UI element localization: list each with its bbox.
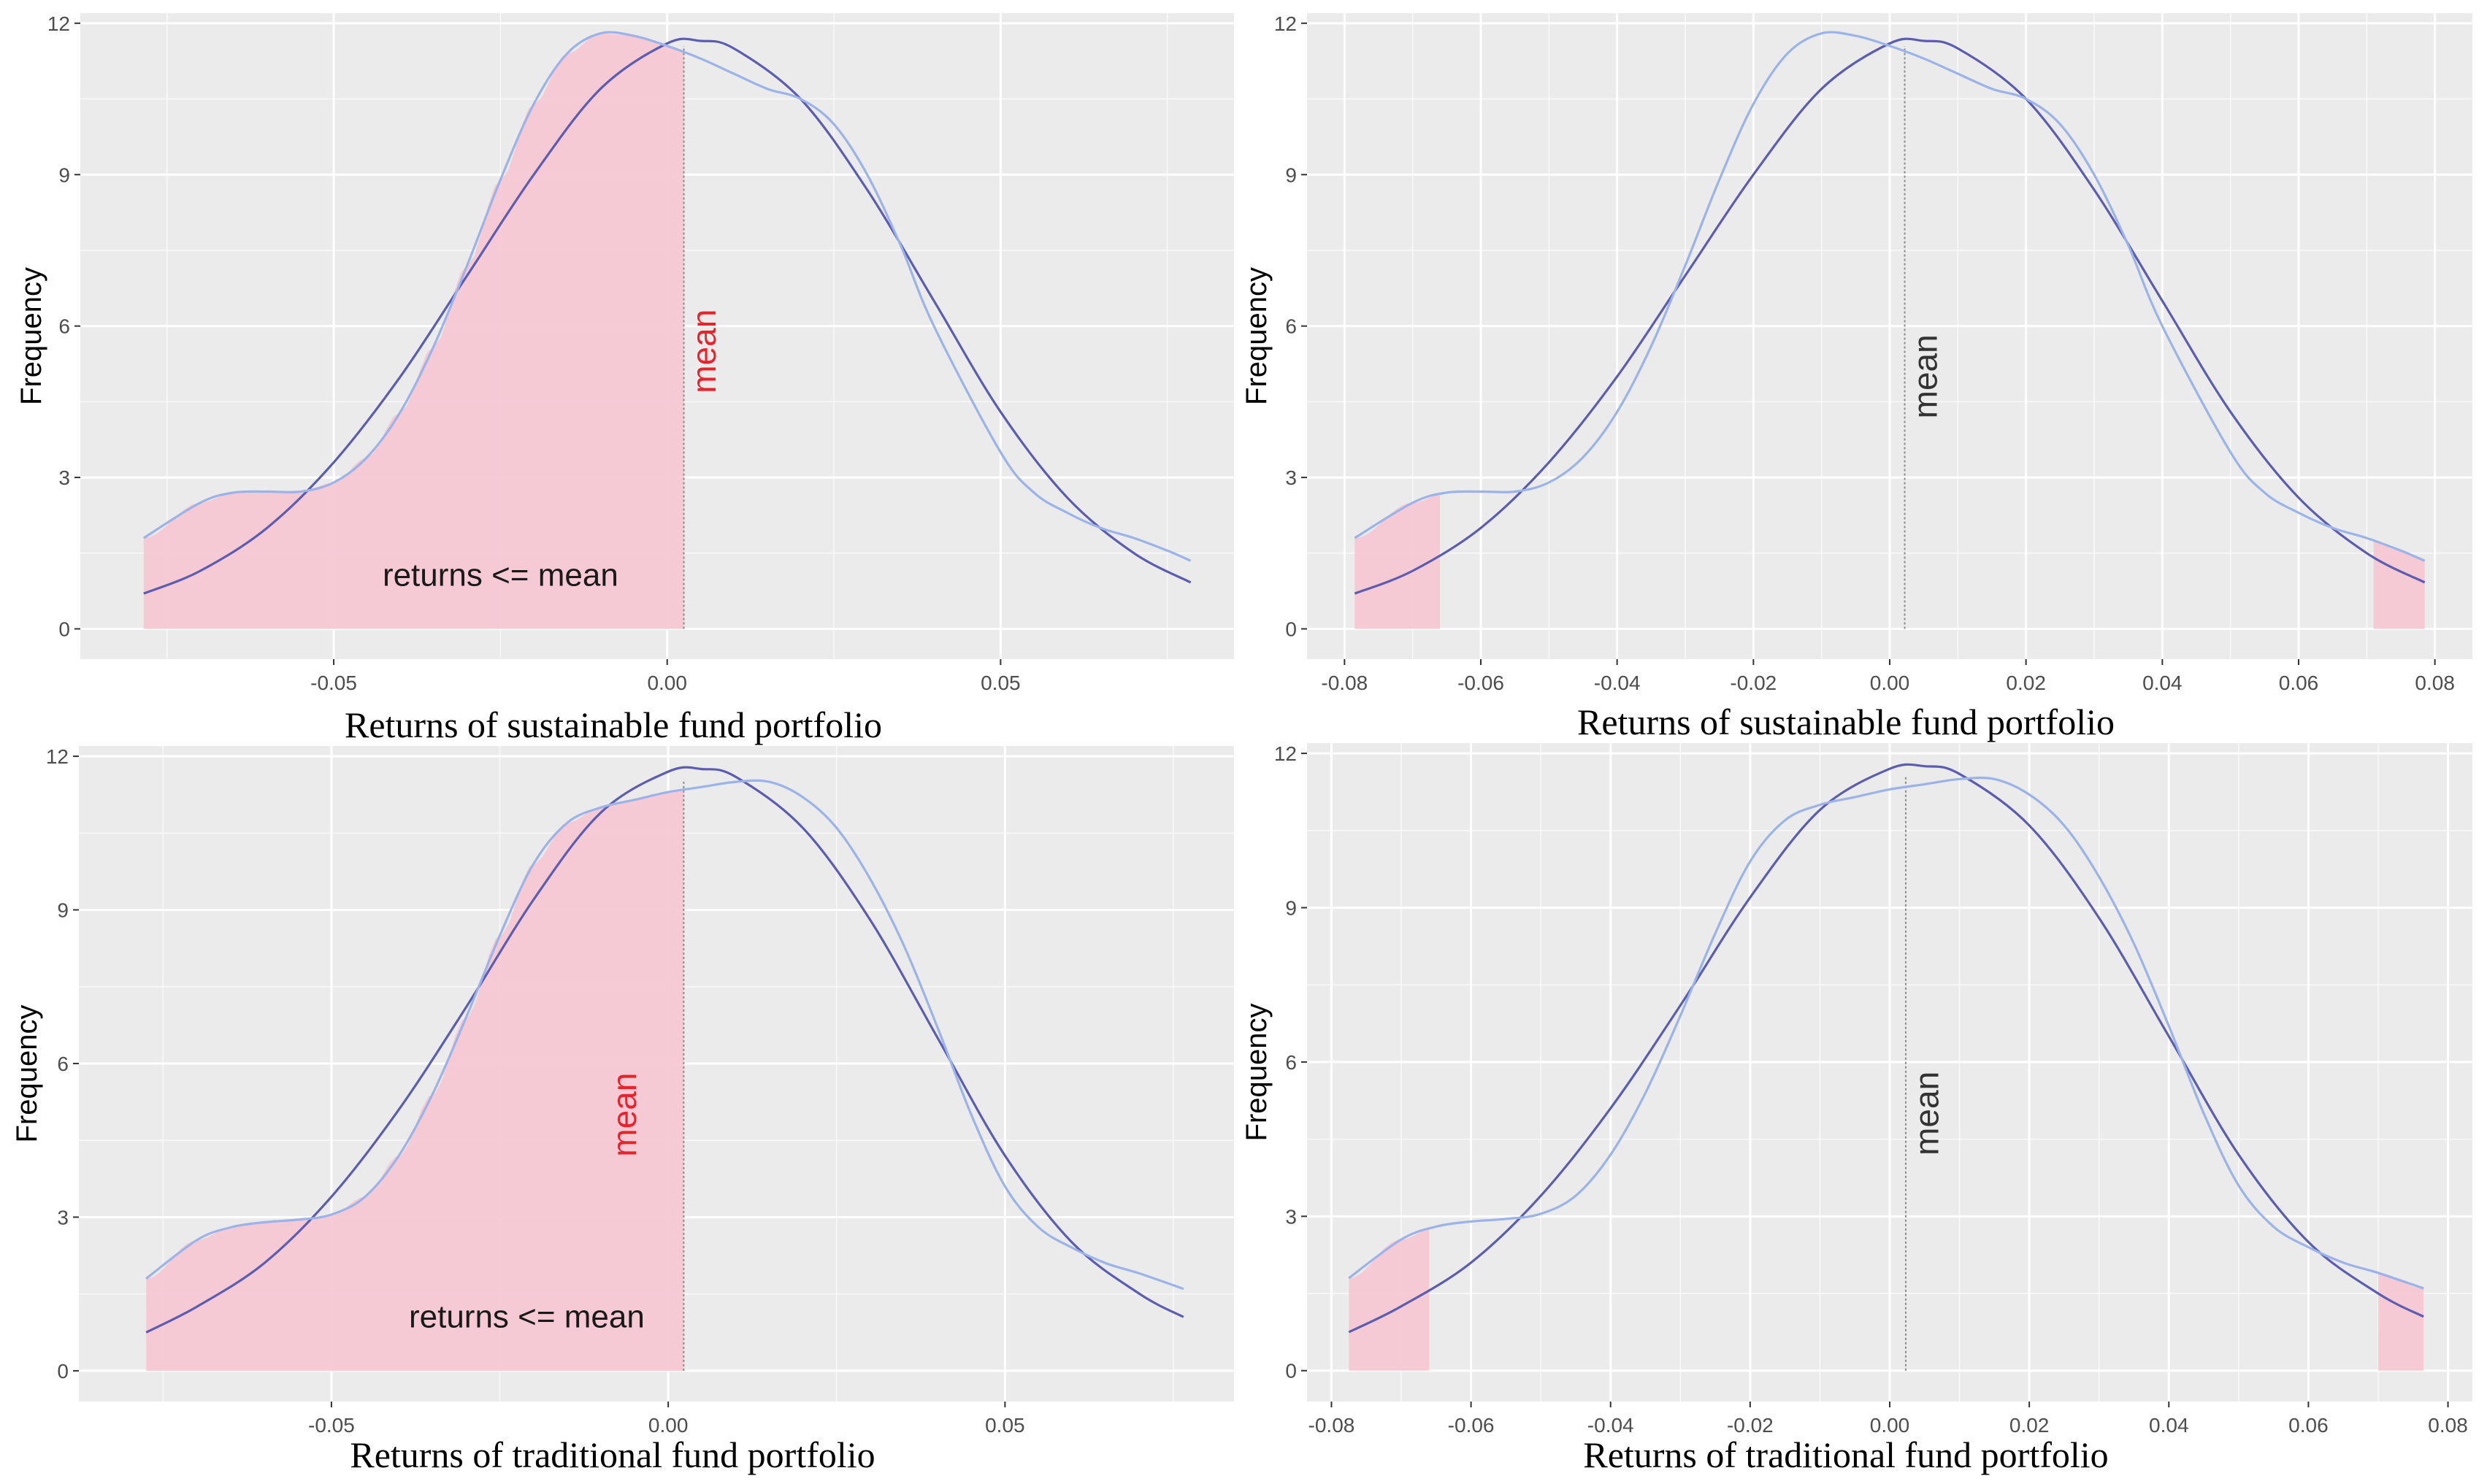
x-tick-label: -0.05 <box>310 672 357 694</box>
x-tick-label: 0.08 <box>2415 672 2455 694</box>
shaded-region <box>146 790 684 1371</box>
y-tick-label: 6 <box>1285 1051 1297 1074</box>
y-tick-label: 12 <box>1274 12 1297 35</box>
shaded-region <box>143 33 684 629</box>
mean-annotation: mean <box>685 310 723 393</box>
y-axis-label: Frequency <box>11 1005 43 1143</box>
y-tick-label: 12 <box>46 745 69 768</box>
x-axis-label: Returns of sustainable fund portfolio <box>345 704 882 745</box>
x-tick-label: -0.05 <box>308 1414 355 1437</box>
y-tick-label: 12 <box>47 12 70 35</box>
mean-annotation: mean <box>1908 1072 1946 1156</box>
x-tick-label: 0.05 <box>981 672 1021 694</box>
x-tick-label: 0.00 <box>648 1414 689 1437</box>
density-curve <box>145 779 1184 1291</box>
x-axis-label: Returns of sustainable fund portfolio <box>1577 701 2115 742</box>
density-curve <box>1354 31 2426 562</box>
y-tick-label: 6 <box>58 315 70 338</box>
x-tick-label: 0.00 <box>647 672 687 694</box>
x-tick-label: 0.04 <box>2142 672 2183 694</box>
x-tick-label: -0.04 <box>1594 672 1641 694</box>
x-tick-label: -0.02 <box>1730 672 1777 694</box>
density-curve <box>1348 776 2424 1290</box>
y-tick-label: 9 <box>1285 897 1297 920</box>
x-tick-label: 0.06 <box>2279 672 2319 694</box>
x-tick-label: 0.02 <box>2006 672 2046 694</box>
x-axis-label: Returns of traditional fund portfolio <box>1583 1434 2108 1475</box>
x-tick-label: 0.06 <box>2288 1414 2329 1437</box>
y-axis-label: Frequency <box>1241 267 1273 405</box>
region-annotation: returns <= mean <box>409 1299 645 1334</box>
shaded-region <box>2373 539 2425 629</box>
x-tick-label: 0.02 <box>2009 1414 2050 1437</box>
normal-curve <box>1348 763 2424 1334</box>
y-tick-label: 6 <box>1285 315 1297 338</box>
y-axis-label: Frequency <box>1241 1004 1273 1142</box>
mean-annotation: mean <box>605 1073 643 1157</box>
y-tick-label: 12 <box>1274 742 1297 765</box>
x-tick-label: 0.00 <box>1870 1414 1910 1437</box>
chart-panel-top-left: 0 3 6 9 12 -0.05 0.00 0.05 Frequency Returns of s… <box>15 12 1234 745</box>
normal-curve <box>145 766 1184 1334</box>
chart-panel-top-right: 0 3 6 9 12 -0.08 -0.06 -0.04 -0.02 0.00 0.02 0.04 0.… <box>1241 12 2472 742</box>
shaded-region <box>1349 1228 1430 1371</box>
x-tick-label: 0.00 <box>1870 672 1910 694</box>
y-tick-label: 6 <box>57 1053 69 1075</box>
y-tick-label: 9 <box>57 899 69 922</box>
x-tick-label: -0.04 <box>1587 1414 1634 1437</box>
y-tick-label: 9 <box>58 164 70 186</box>
y-tick-label: 0 <box>1285 1360 1297 1383</box>
x-axis-label: Returns of traditional fund portfolio <box>350 1434 875 1475</box>
x-tick-label: 0.05 <box>985 1414 1025 1437</box>
shaded-region <box>1354 493 1440 629</box>
x-tick-label: -0.08 <box>1321 672 1368 694</box>
x-tick-label: -0.08 <box>1308 1414 1355 1437</box>
x-tick-label: -0.06 <box>1448 1414 1495 1437</box>
chart-panel-bottom-left: 0 3 6 9 12 -0.05 0.00 0.05 Frequency Returns of t… <box>11 745 1234 1475</box>
y-tick-label: 0 <box>57 1360 69 1383</box>
chart-panel-bottom-right: 0 3 6 9 12 -0.08 -0.06 -0.04 -0.02 0.00 0.02 0.04 0.… <box>1241 742 2472 1475</box>
shaded-region <box>2377 1272 2424 1371</box>
x-tick-label: 0.08 <box>2428 1414 2468 1437</box>
normal-curve <box>143 37 1192 595</box>
region-annotation: returns <= mean <box>383 558 618 593</box>
x-tick-label: -0.02 <box>1727 1414 1774 1437</box>
x-tick-label: 0.04 <box>2149 1414 2189 1437</box>
normal-curve <box>1354 37 2426 595</box>
y-tick-label: 3 <box>57 1206 69 1229</box>
mean-annotation: mean <box>1907 334 1944 418</box>
y-tick-label: 9 <box>1285 164 1297 186</box>
y-tick-label: 3 <box>1285 1205 1297 1228</box>
major-gridlines <box>1307 13 2472 659</box>
y-tick-label: 3 <box>58 466 70 489</box>
y-axis-label: Frequency <box>15 267 47 405</box>
major-gridlines <box>1307 743 2472 1402</box>
density-curve <box>142 31 1192 562</box>
x-tick-label: -0.06 <box>1457 672 1504 694</box>
y-tick-label: 0 <box>58 618 70 641</box>
y-tick-label: 3 <box>1285 466 1297 489</box>
y-tick-label: 0 <box>1285 618 1297 641</box>
